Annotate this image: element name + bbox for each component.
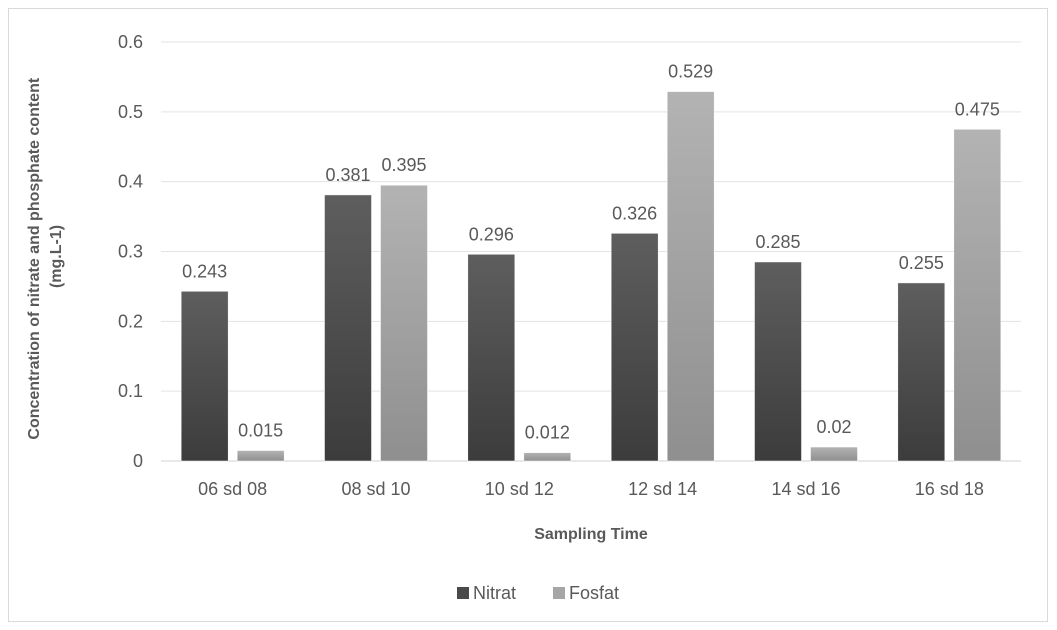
bar-fosfat xyxy=(810,446,858,462)
x-tick-label: 10 sd 12 xyxy=(485,479,554,499)
bars xyxy=(180,91,1002,462)
bar-fosfat xyxy=(666,91,715,462)
y-tick-label: 0.2 xyxy=(118,311,143,331)
legend-label-fosfat: Fosfat xyxy=(569,583,619,603)
data-label-fosfat: 0.012 xyxy=(525,423,570,443)
y-axis-title-line-1: Concentration of nitrate and phosphate c… xyxy=(26,77,43,439)
data-label-nitrat: 0.243 xyxy=(182,261,227,281)
data-label-nitrat: 0.255 xyxy=(899,253,944,273)
y-axis-ticks: 0 0.1 0.2 0.3 0.4 0.5 0.6 xyxy=(118,32,143,471)
data-label-nitrat: 0.285 xyxy=(755,232,800,252)
x-tick-label: 14 sd 16 xyxy=(771,479,840,499)
x-tick-label: 16 sd 18 xyxy=(915,479,984,499)
bar-nitrat xyxy=(610,233,659,462)
data-label-fosfat: 0.395 xyxy=(381,155,426,175)
bar-nitrat xyxy=(324,194,372,462)
x-tick-label: 12 sd 14 xyxy=(628,479,697,499)
chart-frame: 0 0.1 0.2 0.3 0.4 0.5 0.6 0.243 0.015 0.381 0.395… xyxy=(8,8,1048,622)
x-axis-title: Sampling Time xyxy=(534,526,648,543)
gridlines xyxy=(161,41,1021,462)
bar-fosfat xyxy=(953,129,1002,462)
bar-nitrat xyxy=(467,254,516,462)
y-tick-label: 0 xyxy=(133,451,143,471)
bar-fosfat xyxy=(236,450,285,462)
y-tick-label: 0.1 xyxy=(118,381,143,401)
bar-nitrat xyxy=(754,261,802,462)
legend-label-nitrat: Nitrat xyxy=(473,583,516,603)
x-tick-label: 08 sd 10 xyxy=(341,479,410,499)
y-axis-title-line-2: (mg.L-1) xyxy=(48,225,65,288)
y-tick-label: 0.4 xyxy=(118,172,143,192)
x-tick-label: 06 sd 08 xyxy=(198,479,267,499)
legend: Nitrat Fosfat xyxy=(457,583,619,603)
bar-nitrat xyxy=(897,282,946,462)
y-axis-title: Concentration of nitrate and phosphate c… xyxy=(26,73,65,439)
x-axis-ticks: 06 sd 08 08 sd 10 10 sd 12 12 sd 14 14 sd 16… xyxy=(198,479,984,499)
y-tick-label: 0.5 xyxy=(118,102,143,122)
y-tick-label: 0.6 xyxy=(118,32,143,52)
bar-nitrat xyxy=(180,291,229,462)
data-label-nitrat: 0.326 xyxy=(612,203,657,223)
legend-swatch-fosfat xyxy=(553,587,565,599)
bar-chart: 0 0.1 0.2 0.3 0.4 0.5 0.6 0.243 0.015 0.381 0.395… xyxy=(26,32,1021,603)
bar-fosfat xyxy=(523,452,572,462)
data-label-nitrat: 0.381 xyxy=(325,165,370,185)
data-label-fosfat: 0.02 xyxy=(816,417,851,437)
data-label-fosfat: 0.475 xyxy=(955,99,1000,119)
y-tick-label: 0.3 xyxy=(118,242,143,262)
legend-swatch-nitrat xyxy=(457,587,469,599)
data-label-fosfat: 0.015 xyxy=(238,421,283,441)
data-label-fosfat: 0.529 xyxy=(668,62,713,82)
bar-fosfat xyxy=(380,184,428,462)
data-labels: 0.243 0.015 0.381 0.395 0.296 0.012 0.326 0.529… xyxy=(182,62,1000,443)
data-label-nitrat: 0.296 xyxy=(469,224,514,244)
